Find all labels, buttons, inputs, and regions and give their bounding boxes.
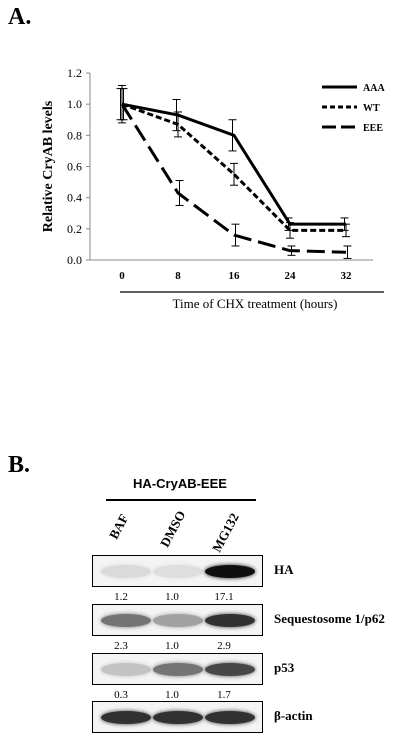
y-tick-label: 0.0 bbox=[67, 253, 82, 267]
blot-strip-actin bbox=[92, 701, 263, 733]
panel-b-label: B. bbox=[8, 452, 31, 478]
lane-label-dmso: DMSO bbox=[156, 508, 189, 550]
series-line-wt bbox=[121, 102, 346, 232]
x-tick-label: 16 bbox=[229, 270, 241, 282]
western-blot-band bbox=[101, 565, 151, 578]
blot-title: HA-CryAB-EEE bbox=[133, 476, 227, 491]
western-blot-band bbox=[101, 663, 151, 676]
quant-value: 17.1 bbox=[214, 591, 234, 603]
x-tick-label: 8 bbox=[175, 270, 181, 282]
western-blot-band bbox=[101, 711, 151, 724]
blot-strip-p62 bbox=[92, 604, 263, 636]
western-blot-band bbox=[205, 614, 255, 627]
western-blot-band bbox=[153, 663, 203, 676]
y-axis-label: Relative CryAB levels bbox=[41, 100, 56, 232]
y-tick-label: 1.0 bbox=[67, 97, 82, 111]
y-tick-label: 0.4 bbox=[67, 191, 82, 205]
western-blot-band bbox=[205, 711, 255, 724]
lane-label-baf: BAF bbox=[105, 511, 132, 542]
blot-label-actin: β-actin bbox=[274, 708, 313, 723]
western-blot-band bbox=[205, 565, 255, 578]
panel-a-label: A. bbox=[8, 4, 32, 30]
western-blot-band bbox=[101, 614, 151, 627]
western-blot-band bbox=[205, 663, 255, 676]
lane-label-mg132: MG132 bbox=[208, 510, 242, 555]
quant-value: 1.7 bbox=[217, 689, 231, 701]
western-blot-band bbox=[153, 614, 203, 627]
x-tick-label: 32 bbox=[341, 270, 353, 282]
blot-title-underline bbox=[106, 499, 256, 501]
western-blot-band bbox=[153, 711, 203, 724]
quant-value: 1.0 bbox=[165, 640, 179, 652]
quant-value: 1.0 bbox=[165, 689, 179, 701]
quant-value: 1.2 bbox=[114, 591, 128, 603]
y-tick-label: 0.8 bbox=[67, 128, 82, 142]
series-line-aaa bbox=[121, 102, 346, 226]
legend-label-eee: EEE bbox=[363, 123, 383, 134]
blot-label-p62: Sequestosome 1/p62 bbox=[274, 611, 385, 626]
blot-strip-ha bbox=[92, 555, 263, 587]
quant-value: 2.9 bbox=[217, 640, 231, 652]
x-tick-label: 0 bbox=[119, 270, 125, 282]
quant-value: 0.3 bbox=[114, 689, 128, 701]
quant-value: 1.0 bbox=[165, 591, 179, 603]
x-axis-label: Time of CHX treatment (hours) bbox=[173, 296, 338, 311]
line-chart: 0.0 0.2 0.4 0.6 0.8 1.0 1.2 0 8 16 24 32 Time of CHX… bbox=[41, 66, 385, 311]
y-tick-label: 0.6 bbox=[67, 160, 82, 174]
legend-label-wt: WT bbox=[363, 103, 380, 114]
y-tick-label: 0.2 bbox=[67, 222, 82, 236]
legend-label-aaa: AAA bbox=[363, 83, 385, 94]
x-tick-label: 24 bbox=[285, 270, 297, 282]
western-blot-band bbox=[153, 565, 203, 578]
series-line-eee bbox=[120, 103, 347, 254]
blot-label-ha: HA bbox=[274, 562, 294, 577]
y-tick-label: 1.2 bbox=[67, 66, 82, 80]
quant-value: 2.3 bbox=[114, 640, 128, 652]
blot-label-p53: p53 bbox=[274, 660, 295, 675]
blot-strip-p53 bbox=[92, 653, 263, 685]
